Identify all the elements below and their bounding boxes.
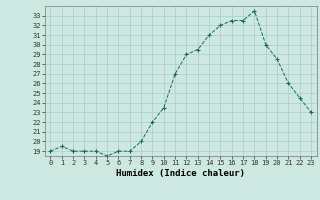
X-axis label: Humidex (Indice chaleur): Humidex (Indice chaleur): [116, 169, 245, 178]
